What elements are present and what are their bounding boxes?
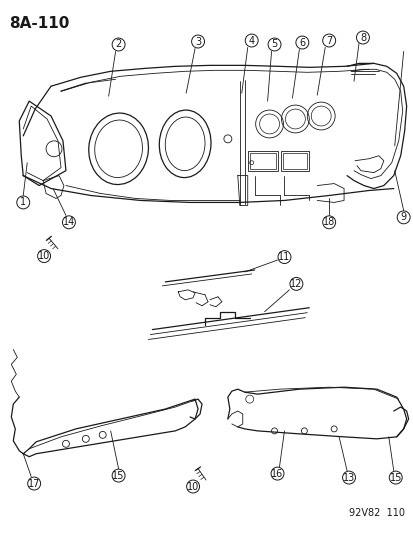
Text: 16: 16 — [271, 469, 283, 479]
Bar — [249, 153, 275, 168]
Text: 10: 10 — [187, 481, 199, 491]
Text: 5: 5 — [271, 39, 277, 50]
Text: 14: 14 — [63, 217, 75, 227]
Text: 18: 18 — [322, 217, 335, 227]
Text: 7: 7 — [325, 36, 332, 45]
Text: 17: 17 — [28, 479, 40, 489]
Text: 4: 4 — [248, 36, 254, 45]
Text: 8A-110: 8A-110 — [9, 15, 69, 31]
Text: 3: 3 — [195, 37, 201, 46]
Text: 12: 12 — [290, 279, 302, 289]
Text: 2: 2 — [115, 39, 121, 50]
Bar — [281, 151, 309, 171]
Bar — [247, 151, 277, 171]
Text: 92V82  110: 92V82 110 — [348, 508, 404, 518]
Text: 15: 15 — [112, 471, 124, 481]
Text: 15: 15 — [389, 473, 401, 482]
Bar — [283, 153, 306, 168]
Text: 9: 9 — [400, 212, 406, 222]
Text: 11: 11 — [278, 252, 290, 262]
Text: 10: 10 — [38, 251, 50, 261]
Text: 6: 6 — [299, 37, 305, 47]
Text: 8: 8 — [359, 33, 365, 43]
Text: 13: 13 — [342, 473, 354, 482]
Text: 1: 1 — [20, 197, 26, 207]
